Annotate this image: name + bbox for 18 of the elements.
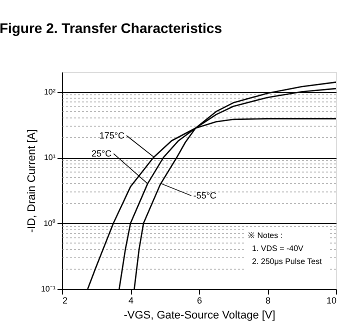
annotation: ※ Notes :	[248, 231, 283, 240]
x-tick-label: 4	[128, 296, 134, 306]
y-tick-label: 10⁰	[44, 218, 56, 228]
annotation: -55°C	[193, 190, 217, 201]
y-tick-label: 10²	[44, 87, 56, 96]
y-tick-label: 10⁻¹	[40, 284, 56, 294]
annotation: 2. 250μs Pulse Test	[252, 257, 323, 266]
x-axis-title: -VGS, Gate-Source Voltage [V]	[124, 310, 276, 322]
annotation: 1. VDS = -40V	[252, 244, 304, 253]
chart-title: Figure 2. Transfer Characteristics	[0, 20, 222, 36]
annotation: 175°C	[99, 130, 125, 141]
annotation: 25°C	[92, 148, 112, 159]
y-axis-title: -ID, Drain Current [A]	[26, 129, 38, 233]
y-tick-label: 10¹	[44, 153, 56, 162]
x-tick-label: 6	[196, 296, 202, 306]
x-tick-label: 10	[326, 296, 336, 306]
x-tick-label: 2	[62, 296, 68, 306]
x-tick-label: 8	[265, 296, 271, 306]
